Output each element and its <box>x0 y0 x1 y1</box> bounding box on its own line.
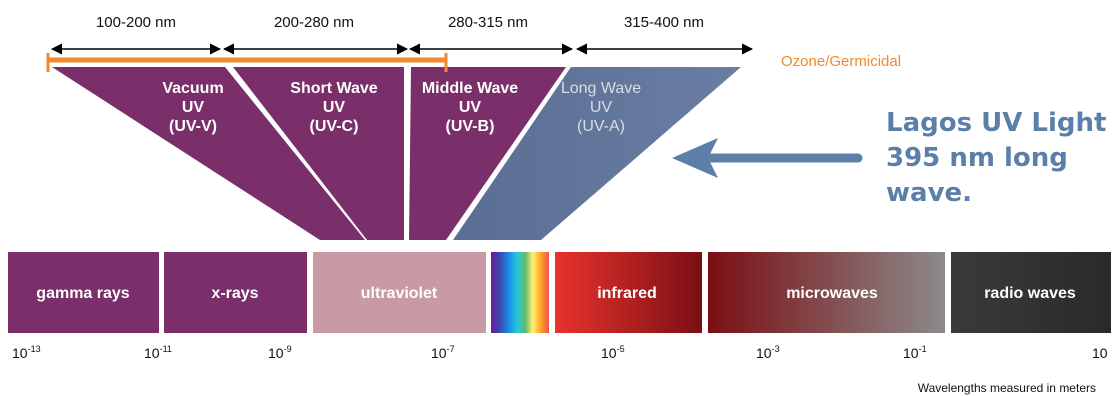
uv-a-band <box>453 67 741 240</box>
svg-text:UV: UV <box>323 99 346 116</box>
infrared-segment <box>555 252 702 333</box>
uv-v-band <box>52 67 365 240</box>
uv-a-label: Long Wave UV (UV-A) <box>561 80 641 135</box>
callout-line-1: Lagos UV Light <box>886 108 1106 138</box>
radio-waves-label: radio waves <box>984 285 1076 302</box>
uv-v-label: Vacuum UV (UV-V) <box>162 80 223 135</box>
tick-label: 10-13 <box>12 344 41 361</box>
callout-line-2: 395 nm long <box>886 143 1068 173</box>
uv-b-label: Middle Wave UV (UV-B) <box>422 80 518 135</box>
gamma-rays-label: gamma rays <box>36 285 129 302</box>
svg-text:Short Wave: Short Wave <box>290 80 378 97</box>
svg-text:UV: UV <box>459 99 482 116</box>
tick-label: 10-1 <box>903 344 927 361</box>
tick-label: 10-11 <box>144 344 172 361</box>
spectrum-bar <box>8 252 1111 333</box>
svg-text:(UV-V): (UV-V) <box>169 118 217 135</box>
svg-text:UV: UV <box>182 99 205 116</box>
x-rays-label: x-rays <box>211 285 258 302</box>
x-rays-segment <box>164 252 307 333</box>
svg-text:UV: UV <box>590 99 613 116</box>
tick-label: 10-9 <box>268 344 292 361</box>
callout-arrow <box>672 138 863 178</box>
ultraviolet-label: ultraviolet <box>361 285 438 302</box>
svg-text:(UV-B): (UV-B) <box>446 118 495 135</box>
uv-c-band <box>233 67 404 240</box>
range-label-4: 315-400 nm <box>624 14 704 31</box>
microwaves-segment <box>708 252 945 333</box>
tick-label: 10-3 <box>756 344 780 361</box>
svg-text:(UV-A): (UV-A) <box>577 118 625 135</box>
visible-light-segment <box>491 252 549 333</box>
ultraviolet-segment <box>313 252 486 333</box>
tick-label: 10-5 <box>601 344 625 361</box>
ozone-label: Ozone/Germicidal <box>781 53 901 70</box>
tick-label: 10 <box>1092 345 1108 361</box>
range-label-2: 200-280 nm <box>274 14 354 31</box>
svg-text:Middle Wave: Middle Wave <box>422 80 518 97</box>
svg-text:(UV-C): (UV-C) <box>310 118 359 135</box>
uv-c-label: Short Wave UV (UV-C) <box>290 80 378 135</box>
microwaves-label: microwaves <box>786 285 878 302</box>
range-label-1: 100-200 nm <box>96 14 176 31</box>
uv-bands <box>52 67 741 240</box>
callout-line-3: wave. <box>886 178 972 208</box>
tick-label: 10-7 <box>431 344 455 361</box>
uv-b-band <box>409 67 566 240</box>
range-label-3: 280-315 nm <box>448 14 528 31</box>
tick-labels: 10-13 10-11 10-9 10-7 10-5 10-3 10-1 10 <box>12 344 1108 361</box>
infrared-label: infrared <box>597 285 657 302</box>
wavelength-note: Wavelengths measured in meters <box>918 381 1096 395</box>
ozone-bar <box>46 53 448 72</box>
svg-text:Vacuum: Vacuum <box>162 80 223 97</box>
svg-text:Long Wave: Long Wave <box>561 80 641 97</box>
gamma-rays-segment <box>8 252 159 333</box>
radio-waves-segment <box>951 252 1111 333</box>
